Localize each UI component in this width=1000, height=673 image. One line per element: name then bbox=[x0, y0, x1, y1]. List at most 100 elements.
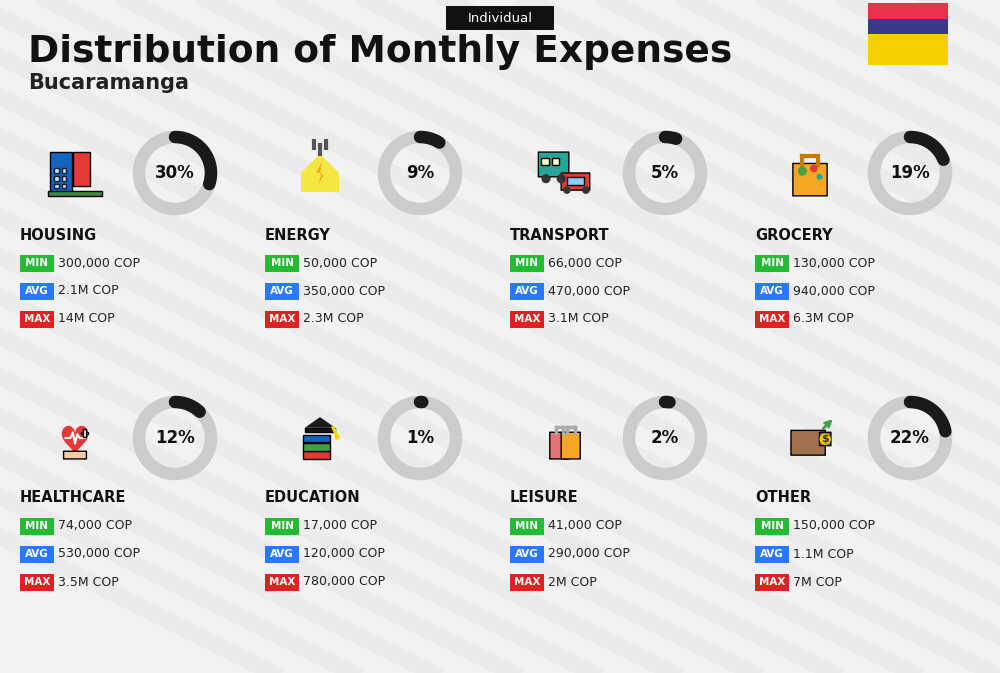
FancyBboxPatch shape bbox=[303, 452, 330, 459]
Text: $: $ bbox=[821, 434, 829, 444]
Text: 150,000 COP: 150,000 COP bbox=[793, 520, 875, 532]
Text: MAX: MAX bbox=[514, 314, 540, 324]
FancyBboxPatch shape bbox=[755, 573, 789, 590]
FancyBboxPatch shape bbox=[73, 152, 90, 186]
Text: ENERGY: ENERGY bbox=[265, 227, 331, 242]
Text: AVG: AVG bbox=[270, 286, 294, 296]
Text: 9%: 9% bbox=[406, 164, 434, 182]
Text: 3.5M COP: 3.5M COP bbox=[58, 575, 119, 588]
Text: MIN: MIN bbox=[516, 258, 538, 268]
Circle shape bbox=[798, 166, 807, 176]
FancyBboxPatch shape bbox=[868, 18, 948, 34]
FancyBboxPatch shape bbox=[552, 157, 559, 166]
Text: 7M COP: 7M COP bbox=[793, 575, 842, 588]
FancyBboxPatch shape bbox=[20, 573, 54, 590]
Text: Individual: Individual bbox=[468, 11, 532, 24]
Text: MAX: MAX bbox=[269, 314, 295, 324]
Text: 19%: 19% bbox=[890, 164, 930, 182]
FancyBboxPatch shape bbox=[541, 157, 549, 166]
Text: AVG: AVG bbox=[515, 549, 539, 559]
Text: 350,000 COP: 350,000 COP bbox=[303, 285, 385, 297]
FancyBboxPatch shape bbox=[868, 34, 948, 65]
Circle shape bbox=[541, 174, 551, 183]
FancyBboxPatch shape bbox=[755, 283, 789, 299]
Text: MIN: MIN bbox=[26, 521, 48, 531]
Text: 3.1M COP: 3.1M COP bbox=[548, 312, 609, 326]
FancyBboxPatch shape bbox=[793, 164, 827, 196]
Text: 780,000 COP: 780,000 COP bbox=[303, 575, 385, 588]
Text: MIN: MIN bbox=[270, 521, 294, 531]
Text: AVG: AVG bbox=[760, 286, 784, 296]
Circle shape bbox=[582, 186, 590, 194]
Text: MIN: MIN bbox=[761, 521, 784, 531]
Text: 17,000 COP: 17,000 COP bbox=[303, 520, 377, 532]
FancyBboxPatch shape bbox=[510, 518, 544, 534]
FancyBboxPatch shape bbox=[791, 430, 825, 455]
FancyBboxPatch shape bbox=[20, 546, 54, 563]
Text: 530,000 COP: 530,000 COP bbox=[58, 548, 140, 561]
Text: AVG: AVG bbox=[25, 549, 49, 559]
Circle shape bbox=[810, 165, 818, 172]
Text: 2.1M COP: 2.1M COP bbox=[58, 285, 119, 297]
Text: 22%: 22% bbox=[890, 429, 930, 447]
Circle shape bbox=[334, 435, 340, 440]
Text: MAX: MAX bbox=[514, 577, 540, 587]
FancyBboxPatch shape bbox=[819, 432, 831, 446]
FancyBboxPatch shape bbox=[755, 518, 789, 534]
FancyBboxPatch shape bbox=[20, 518, 54, 534]
FancyBboxPatch shape bbox=[561, 173, 590, 190]
Text: AVG: AVG bbox=[270, 549, 294, 559]
Text: Distribution of Monthly Expenses: Distribution of Monthly Expenses bbox=[28, 34, 732, 70]
Text: 2.3M COP: 2.3M COP bbox=[303, 312, 364, 326]
Text: 2M COP: 2M COP bbox=[548, 575, 597, 588]
Text: LEISURE: LEISURE bbox=[510, 491, 579, 505]
Text: MAX: MAX bbox=[24, 314, 50, 324]
FancyBboxPatch shape bbox=[62, 176, 66, 180]
Text: 1%: 1% bbox=[406, 429, 434, 447]
FancyBboxPatch shape bbox=[265, 254, 299, 271]
FancyBboxPatch shape bbox=[62, 168, 66, 173]
Text: HOUSING: HOUSING bbox=[20, 227, 97, 242]
Text: 14M COP: 14M COP bbox=[58, 312, 115, 326]
FancyBboxPatch shape bbox=[868, 3, 948, 18]
Text: 2%: 2% bbox=[651, 429, 679, 447]
Text: MAX: MAX bbox=[269, 577, 295, 587]
FancyBboxPatch shape bbox=[755, 254, 789, 271]
FancyBboxPatch shape bbox=[550, 432, 569, 459]
Text: 5%: 5% bbox=[651, 164, 679, 182]
Circle shape bbox=[816, 174, 823, 180]
FancyBboxPatch shape bbox=[755, 310, 789, 328]
Text: MAX: MAX bbox=[24, 577, 50, 587]
FancyBboxPatch shape bbox=[303, 435, 330, 442]
FancyBboxPatch shape bbox=[265, 310, 299, 328]
Text: 30%: 30% bbox=[155, 164, 195, 182]
FancyBboxPatch shape bbox=[20, 310, 54, 328]
Text: 1.1M COP: 1.1M COP bbox=[793, 548, 854, 561]
Polygon shape bbox=[301, 154, 339, 192]
Text: 74,000 COP: 74,000 COP bbox=[58, 520, 132, 532]
Text: 66,000 COP: 66,000 COP bbox=[548, 256, 622, 269]
FancyBboxPatch shape bbox=[510, 254, 544, 271]
Text: 6.3M COP: 6.3M COP bbox=[793, 312, 854, 326]
FancyBboxPatch shape bbox=[48, 191, 102, 196]
FancyBboxPatch shape bbox=[83, 429, 86, 437]
Text: OTHER: OTHER bbox=[755, 491, 811, 505]
FancyBboxPatch shape bbox=[64, 452, 86, 459]
Text: 50,000 COP: 50,000 COP bbox=[303, 256, 377, 269]
FancyBboxPatch shape bbox=[265, 283, 299, 299]
Circle shape bbox=[563, 186, 571, 194]
FancyBboxPatch shape bbox=[81, 432, 88, 434]
Polygon shape bbox=[62, 426, 88, 456]
FancyBboxPatch shape bbox=[510, 573, 544, 590]
Text: 300,000 COP: 300,000 COP bbox=[58, 256, 140, 269]
Text: HEALTHCARE: HEALTHCARE bbox=[20, 491, 126, 505]
Text: 130,000 COP: 130,000 COP bbox=[793, 256, 875, 269]
Text: GROCERY: GROCERY bbox=[755, 227, 833, 242]
FancyBboxPatch shape bbox=[303, 443, 330, 450]
FancyBboxPatch shape bbox=[265, 518, 299, 534]
Polygon shape bbox=[305, 417, 335, 428]
Text: 940,000 COP: 940,000 COP bbox=[793, 285, 875, 297]
Text: 41,000 COP: 41,000 COP bbox=[548, 520, 622, 532]
FancyBboxPatch shape bbox=[20, 254, 54, 271]
Text: Bucaramanga: Bucaramanga bbox=[28, 73, 189, 93]
